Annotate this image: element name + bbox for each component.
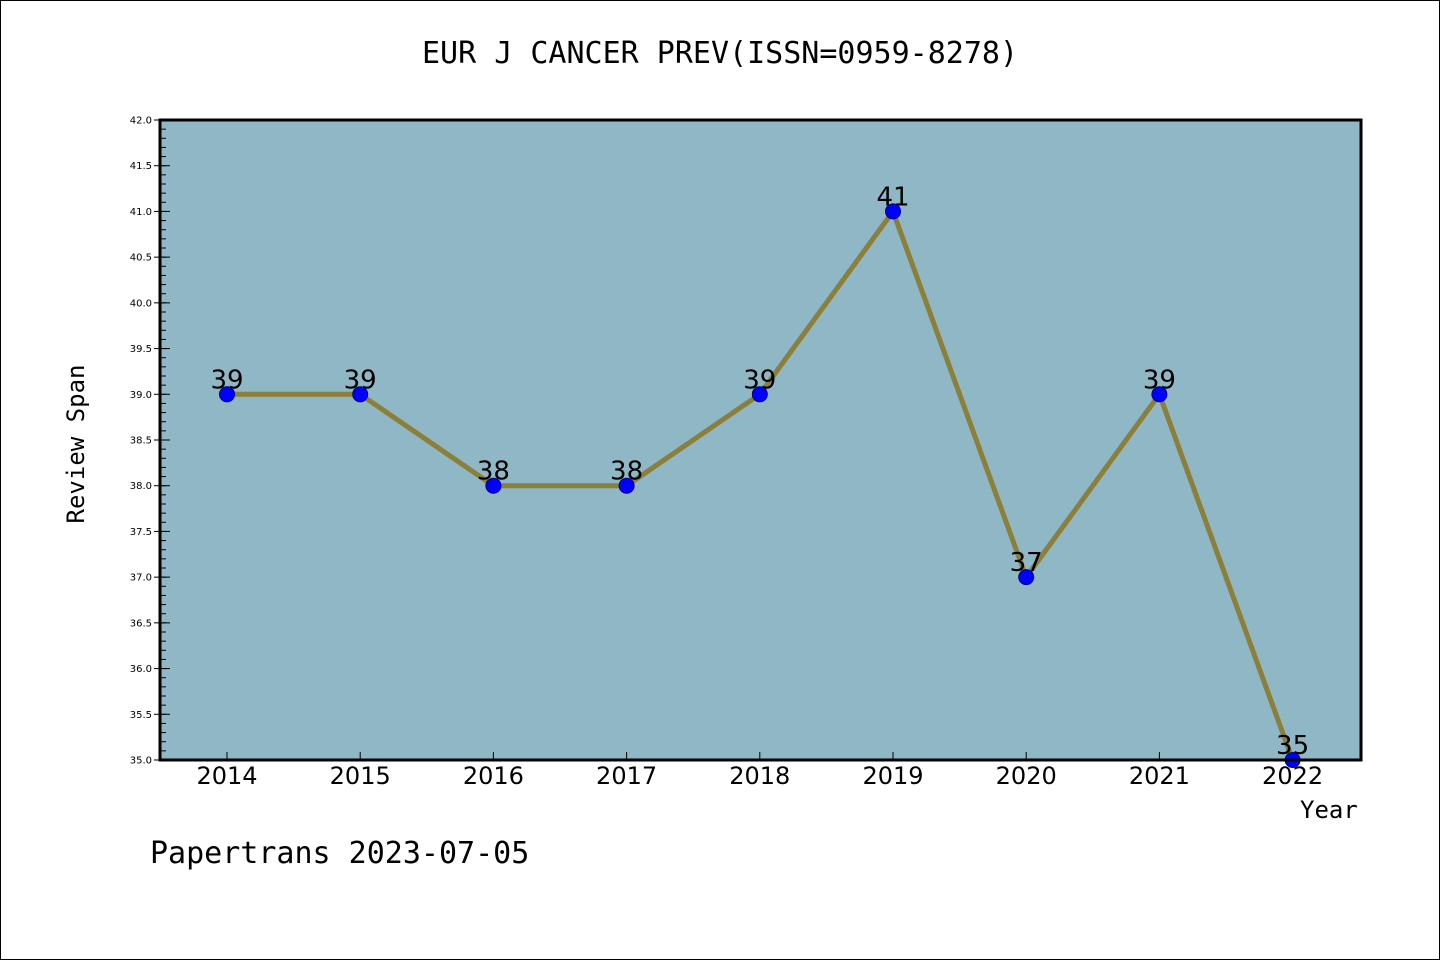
x-tick-label: 2019	[862, 762, 923, 790]
data-label: 35	[1276, 731, 1309, 761]
data-label: 37	[1010, 548, 1043, 578]
y-tick-label: 35.5	[130, 710, 152, 721]
y-tick-label: 38.0	[130, 481, 152, 492]
data-label: 39	[1143, 365, 1176, 395]
data-point	[352, 386, 369, 403]
data-point	[885, 203, 901, 220]
x-tick-label: 2015	[330, 762, 391, 790]
y-tick-label: 41.0	[130, 207, 152, 218]
data-point	[219, 386, 235, 403]
data-labels: 39 39 38 38 39 41 37 39 35	[210, 182, 1309, 761]
data-point	[618, 477, 635, 494]
y-tick-label: 40.0	[130, 298, 152, 309]
y-tick-label: 39.5	[130, 344, 152, 355]
y-tick-label: 36.0	[130, 664, 152, 675]
y-tick-label: 37.0	[130, 573, 152, 584]
y-tick-label: 42.0	[130, 116, 152, 127]
data-markers	[219, 203, 1301, 768]
y-tick-label: 35.0	[130, 756, 152, 767]
x-tick-label: 2017	[596, 762, 657, 790]
x-tick-label: 2018	[729, 762, 790, 790]
y-tick-label: 41.5	[130, 161, 152, 172]
data-label: 41	[876, 182, 909, 212]
y-tick-label: 39.0	[130, 390, 152, 401]
y-tick-label: 36.5	[130, 618, 152, 629]
x-axis-label: Year	[1300, 796, 1358, 824]
data-point	[751, 386, 768, 403]
data-point	[1151, 386, 1168, 403]
data-label: 39	[743, 365, 776, 395]
data-point	[485, 477, 502, 494]
y-axis: 35.0 35.5 36.0 36.5 37.0 37.5 38.0 38.5 39.0 39.5…	[130, 116, 170, 767]
plot-border	[158, 118, 1363, 762]
x-tick-label: 2020	[996, 762, 1057, 790]
y-tick-label: 38.5	[130, 436, 152, 447]
chart-title: EUR J CANCER PREV(ISSN=0959-8278)	[421, 36, 1019, 71]
x-tick-label: 2014	[196, 762, 257, 790]
data-label: 39	[210, 365, 243, 395]
data-point	[1018, 569, 1035, 586]
data-label: 38	[610, 457, 643, 487]
y-tick-label: 40.5	[130, 253, 152, 264]
data-label: 38	[477, 457, 510, 487]
footer-credit: Papertrans 2023-07-05	[150, 836, 530, 871]
data-label: 39	[344, 365, 377, 395]
x-tick-label: 2021	[1129, 762, 1190, 790]
y-tick-label: 37.5	[130, 527, 152, 538]
plot-area	[160, 120, 1361, 760]
x-tick-label: 2016	[463, 762, 524, 790]
